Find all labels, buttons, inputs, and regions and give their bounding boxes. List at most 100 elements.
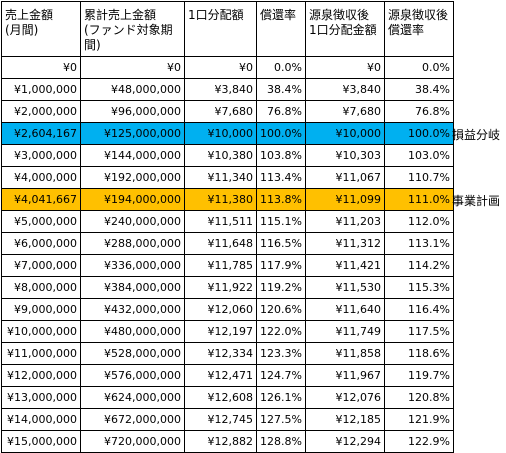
cell-cumulative: ¥194,000,000 — [80, 188, 185, 211]
cell-net-rate: 112.0% — [383, 210, 454, 233]
cell-sales: ¥2,000,000 — [1, 100, 81, 123]
cell-net-dist: ¥11,099 — [304, 188, 385, 211]
cell-dist: ¥11,380 — [184, 188, 257, 211]
cell-net-rate: 119.7% — [383, 364, 454, 387]
cell-net-dist: ¥11,203 — [304, 210, 385, 233]
header-cumulative: 累計売上金額 (ファンド対象期間) — [80, 1, 185, 57]
cell-net-rate: 121.9% — [383, 408, 454, 431]
header-rate: 償還率 — [256, 1, 306, 57]
cell-sales: ¥10,000,000 — [1, 320, 81, 343]
cell-rate: 124.7% — [256, 364, 306, 387]
table-row: ¥6,000,000 ¥288,000,000 ¥11,648 116.5% ¥11,3… — [1, 232, 454, 255]
table-row: ¥2,604,167 ¥125,000,000 ¥10,000 100.0% ¥10,0… — [1, 122, 454, 145]
cell-rate: 122.0% — [256, 320, 306, 343]
spreadsheet: 売上金額 (月間) 累計売上金額 (ファンド対象期間) 1口分配額 償還率 源泉… — [1, 1, 454, 453]
cell-net-dist: ¥3,840 — [304, 78, 385, 101]
cell-net-rate: 115.3% — [383, 276, 454, 299]
table-row: ¥12,000,000 ¥576,000,000 ¥12,471 124.7% ¥11,… — [1, 364, 454, 387]
cell-net-dist: ¥11,640 — [304, 298, 385, 321]
cell-rate: 126.1% — [256, 386, 306, 409]
cell-dist: ¥12,060 — [184, 298, 257, 321]
cell-net-rate: 118.6% — [383, 342, 454, 365]
table-row: ¥11,000,000 ¥528,000,000 ¥12,334 123.3% ¥11,… — [1, 342, 454, 365]
cell-rate: 128.8% — [256, 430, 306, 453]
table-row: ¥15,000,000 ¥720,000,000 ¥12,882 128.8% ¥12,… — [1, 430, 454, 453]
cell-dist: ¥3,840 — [184, 78, 257, 101]
cell-net-rate: 38.4% — [383, 78, 454, 101]
cell-rate: 0.0% — [256, 56, 306, 79]
cell-dist: ¥11,340 — [184, 166, 257, 189]
cell-net-rate: 122.9% — [383, 430, 454, 453]
cell-net-dist: ¥11,530 — [304, 276, 385, 299]
cell-net-rate: 113.1% — [383, 232, 454, 255]
cell-dist: ¥12,334 — [184, 342, 257, 365]
cell-rate: 116.5% — [256, 232, 306, 255]
cell-net-dist: ¥11,858 — [304, 342, 385, 365]
cell-rate: 123.3% — [256, 342, 306, 365]
cell-cumulative: ¥192,000,000 — [80, 166, 185, 189]
cell-dist: ¥11,785 — [184, 254, 257, 277]
cell-dist: ¥11,922 — [184, 276, 257, 299]
table-row: ¥14,000,000 ¥672,000,000 ¥12,745 127.5% ¥12,… — [1, 408, 454, 431]
cell-net-dist: ¥11,967 — [304, 364, 385, 387]
cell-sales: ¥8,000,000 — [1, 276, 81, 299]
table-row: ¥8,000,000 ¥384,000,000 ¥11,922 119.2% ¥11,5… — [1, 276, 454, 299]
header-dist-label: 1口分配額 — [188, 8, 244, 22]
cell-sales: ¥0 — [1, 56, 81, 79]
cell-net-dist: ¥12,076 — [304, 386, 385, 409]
cell-net-dist: ¥12,185 — [304, 408, 385, 431]
table-row: ¥9,000,000 ¥432,000,000 ¥12,060 120.6% ¥11,6… — [1, 298, 454, 321]
cell-dist: ¥12,608 — [184, 386, 257, 409]
cell-dist: ¥12,745 — [184, 408, 257, 431]
cell-net-rate: 76.8% — [383, 100, 454, 123]
cell-cumulative: ¥624,000,000 — [80, 386, 185, 409]
cell-rate: 76.8% — [256, 100, 306, 123]
cell-net-dist: ¥11,421 — [304, 254, 385, 277]
cell-dist: ¥0 — [184, 56, 257, 79]
cell-sales: ¥14,000,000 — [1, 408, 81, 431]
cell-rate: 120.6% — [256, 298, 306, 321]
cell-cumulative: ¥288,000,000 — [80, 232, 185, 255]
header-rate-label: 償還率 — [260, 8, 297, 22]
cell-sales: ¥9,000,000 — [1, 298, 81, 321]
cell-dist: ¥10,380 — [184, 144, 257, 167]
cell-cumulative: ¥240,000,000 — [80, 210, 185, 233]
cell-net-rate: 110.7% — [383, 166, 454, 189]
header-cumulative-label: 累計売上金額 (ファンド対象期間) — [84, 8, 173, 52]
cell-net-dist: ¥0 — [304, 56, 385, 79]
cell-sales: ¥7,000,000 — [1, 254, 81, 277]
cell-rate: 127.5% — [256, 408, 306, 431]
cell-net-dist: ¥10,000 — [304, 122, 385, 145]
cell-sales: ¥11,000,000 — [1, 342, 81, 365]
cell-rate: 38.4% — [256, 78, 306, 101]
cell-cumulative: ¥720,000,000 — [80, 430, 185, 453]
table-row: ¥2,000,000 ¥96,000,000 ¥7,680 76.8% ¥7,680 76… — [1, 100, 454, 123]
cell-cumulative: ¥96,000,000 — [80, 100, 185, 123]
table-row: ¥13,000,000 ¥624,000,000 ¥12,608 126.1% ¥12,… — [1, 386, 454, 409]
cell-sales: ¥4,041,667 — [1, 188, 81, 211]
cell-sales: ¥1,000,000 — [1, 78, 81, 101]
header-dist: 1口分配額 — [184, 1, 257, 57]
table-row: ¥1,000,000 ¥48,000,000 ¥3,840 38.4% ¥3,840 38… — [1, 78, 454, 101]
cell-dist: ¥10,000 — [184, 122, 257, 145]
header-net-rate-label: 源泉徴収後 償還率 — [387, 8, 448, 37]
cell-net-rate: 116.4% — [383, 298, 454, 321]
table-row: ¥4,041,667 ¥194,000,000 ¥11,380 113.8% ¥11,0… — [1, 188, 454, 211]
cell-cumulative: ¥144,000,000 — [80, 144, 185, 167]
cell-sales: ¥2,604,167 — [1, 122, 81, 145]
cell-sales: ¥13,000,000 — [1, 386, 81, 409]
cell-net-rate: 103.0% — [383, 144, 454, 167]
cell-net-rate: 0.0% — [383, 56, 454, 79]
cell-net-dist: ¥12,294 — [304, 430, 385, 453]
table-row: ¥0 ¥0 ¥0 0.0% ¥0 0.0% — [1, 56, 454, 79]
cell-dist: ¥7,680 — [184, 100, 257, 123]
cell-cumulative: ¥336,000,000 — [80, 254, 185, 277]
cell-net-dist: ¥10,303 — [304, 144, 385, 167]
cell-rate: 103.8% — [256, 144, 306, 167]
cell-sales: ¥15,000,000 — [1, 430, 81, 453]
cell-sales: ¥3,000,000 — [1, 144, 81, 167]
cell-sales: ¥6,000,000 — [1, 232, 81, 255]
row-note: 事業計画 — [452, 194, 501, 208]
header-sales-label: 売上金額 (月間) — [5, 8, 54, 37]
header-net-dist: 源泉徴収後 1口分配金額 — [304, 1, 385, 57]
